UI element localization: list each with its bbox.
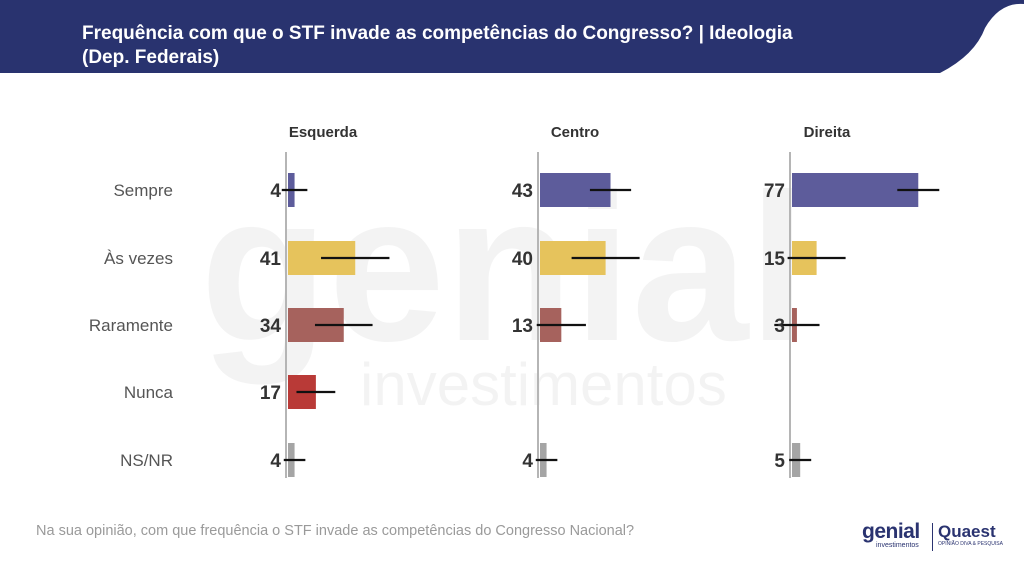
- chart-panels: Esquerda 4 41 34 17 4 Centro 43 40 13 4 Direita 77 15…: [260, 124, 940, 478]
- data-label: 17: [260, 383, 281, 404]
- genial-logo-subtitle: investimentos: [876, 542, 919, 549]
- panel-direita: Direita 77 15 3 5: [764, 124, 940, 478]
- watermark-investimentos: investimentos: [360, 351, 727, 418]
- category-label: NS/NR: [120, 451, 173, 470]
- data-label: 40: [512, 249, 533, 270]
- category-label: Às vezes: [104, 249, 173, 268]
- data-label: 34: [260, 316, 282, 337]
- header-background: [0, 0, 1024, 73]
- data-label: 5: [774, 451, 785, 472]
- bar: [792, 173, 919, 207]
- chart-title: Frequência com que o STF invade as compe…: [82, 22, 942, 70]
- data-label: 4: [270, 451, 281, 472]
- category-label: Nunca: [124, 383, 174, 402]
- panel-heading: Centro: [551, 124, 599, 141]
- panel-esquerda: Esquerda 4 41 34 17 4: [260, 124, 390, 478]
- genial-logo: genial: [862, 520, 920, 543]
- data-label: 13: [512, 316, 533, 337]
- category-label: Sempre: [113, 181, 173, 200]
- survey-question: Na sua opinião, com que frequência o STF…: [36, 523, 635, 539]
- panel-heading: Direita: [804, 124, 851, 141]
- quaest-logo: Quaest: [938, 522, 996, 541]
- title-line-2: (Dep. Federais): [82, 47, 220, 68]
- footer-logos: genial investimentos Quaest OPINIÃO DIVA…: [862, 521, 1012, 555]
- title-line-1: Frequência com que o STF invade as compe…: [82, 23, 793, 44]
- logo-divider: [932, 523, 933, 551]
- data-label: 77: [764, 181, 785, 202]
- data-label: 4: [270, 181, 281, 202]
- data-label: 43: [512, 181, 533, 202]
- quaest-logo-subtitle: OPINIÃO DIVA & PESQUISA: [938, 541, 1003, 547]
- category-labels: Sempre Às vezes Raramente Nunca NS/NR: [89, 181, 174, 470]
- data-label: 4: [522, 451, 533, 472]
- panel-heading: Esquerda: [289, 124, 358, 141]
- data-label: 3: [774, 316, 785, 337]
- data-label: 15: [764, 249, 786, 270]
- header-banner: Frequência com que o STF invade as compe…: [0, 0, 1024, 76]
- data-label: 41: [260, 249, 282, 270]
- panel-centro: Centro 43 40 13 4: [512, 124, 640, 478]
- category-label: Raramente: [89, 316, 173, 335]
